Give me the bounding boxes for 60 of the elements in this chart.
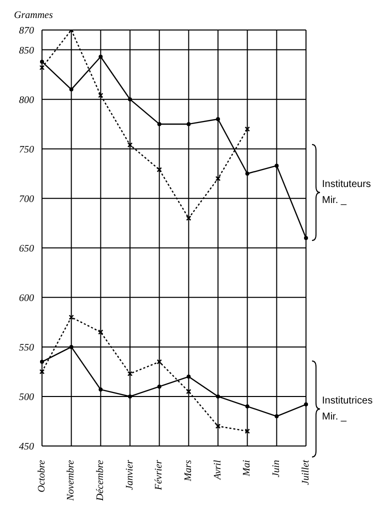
point <box>69 87 74 92</box>
x-tick-label: Octobre <box>36 459 48 492</box>
x-tick-label: Juillet <box>300 460 312 485</box>
x-tick-label: Avril <box>212 460 224 480</box>
point <box>304 236 308 240</box>
point <box>186 122 191 126</box>
point <box>157 122 162 126</box>
x-tick-label: Janvier <box>124 460 136 490</box>
y-tick-label: 550 <box>19 342 34 354</box>
point <box>215 424 221 429</box>
y-tick-label: 700 <box>19 194 34 205</box>
point <box>40 360 44 364</box>
point <box>69 344 74 349</box>
point <box>128 394 132 398</box>
point <box>98 329 104 335</box>
x-tick-label: Mai <box>242 460 253 478</box>
y-tick-label: 650 <box>19 243 34 254</box>
text: Instituteurs <box>322 179 371 190</box>
point <box>216 117 220 122</box>
y-tick-label: 450 <box>19 442 34 453</box>
x-tick-label: Mars <box>182 460 194 482</box>
point <box>39 65 45 70</box>
y-tick-label: 800 <box>19 94 34 106</box>
point <box>127 142 133 148</box>
text: Mir. _ <box>322 195 347 206</box>
point <box>39 369 45 374</box>
point <box>216 394 220 398</box>
point <box>304 402 308 406</box>
point <box>186 374 191 379</box>
point <box>128 97 132 102</box>
point <box>244 126 250 132</box>
point <box>245 172 250 176</box>
point <box>68 314 74 320</box>
point <box>157 384 162 389</box>
point <box>245 404 250 408</box>
x-tick-label: Décembre <box>94 459 106 502</box>
y-tick-label: 750 <box>19 144 34 156</box>
y-axis-title: Grammes <box>14 10 53 21</box>
text: Mir. _ <box>322 412 347 423</box>
point <box>127 371 133 376</box>
y-tick-label: 850 <box>19 45 34 56</box>
x-tick-label: Novembre <box>66 459 77 502</box>
point <box>98 388 103 392</box>
point <box>244 428 250 434</box>
y-tick-label: 500 <box>19 392 34 404</box>
y-tick-label: 600 <box>19 292 34 304</box>
point <box>215 176 221 182</box>
point <box>186 216 192 221</box>
point <box>274 414 279 418</box>
point <box>274 164 279 168</box>
point <box>186 388 192 394</box>
point <box>98 92 104 98</box>
point <box>40 60 44 64</box>
text: Institutrices <box>322 396 373 407</box>
point <box>156 167 162 172</box>
x-tick-label: Juin <box>270 460 282 478</box>
y-tick-label: 870 <box>19 26 34 37</box>
point <box>98 54 103 59</box>
point <box>156 359 162 364</box>
x-tick-label: Février <box>154 460 165 491</box>
